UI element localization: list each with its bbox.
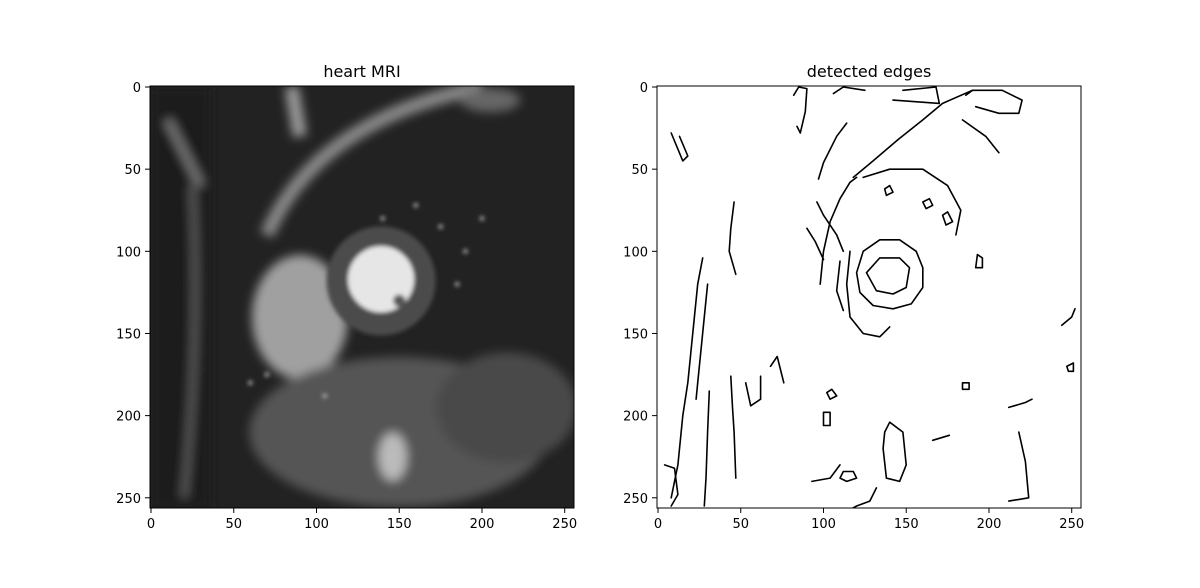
y-tick-label: 200 — [623, 410, 648, 425]
x-tick-label: 100 — [811, 517, 836, 532]
x-tick-label: 150 — [894, 517, 919, 532]
axes-detected-edges: detected edges 0 50 100 150 200 250 0 50 100 150… — [623, 62, 1084, 532]
mri-region — [292, 87, 300, 136]
x-tick-label: 100 — [304, 517, 329, 532]
mri-vessel — [323, 394, 327, 398]
x-tick-label: 0 — [654, 517, 662, 532]
mri-vessel — [248, 381, 252, 385]
mri-region — [460, 88, 520, 112]
x-tick-label: 150 — [387, 517, 412, 532]
mri-vessel — [455, 282, 459, 286]
mri-vessel — [414, 203, 418, 207]
x-tick-label: 50 — [225, 517, 242, 532]
mri-vessel — [480, 216, 484, 220]
mri-region — [437, 352, 577, 462]
y-tick-label: 250 — [623, 492, 648, 507]
title-heart-mri: heart MRI — [323, 62, 400, 81]
mri-vessel — [265, 372, 269, 376]
x-tick-label: 200 — [470, 517, 495, 532]
x-ticks-left: 0 50 100 150 200 250 — [147, 508, 577, 532]
mri-vessel — [380, 216, 384, 220]
axes-heart-mri: heart MRI 0 50 100 150 200 250 0 50 100 150 200 25… — [116, 62, 577, 532]
y-tick-label: 150 — [116, 327, 141, 342]
y-tick-label: 150 — [623, 327, 648, 342]
title-detected-edges: detected edges — [807, 62, 932, 81]
y-tick-label: 250 — [116, 492, 141, 507]
edges-image-background — [657, 86, 1081, 508]
y-tick-label: 0 — [640, 81, 648, 96]
y-tick-label: 100 — [116, 245, 141, 260]
x-tick-label: 0 — [147, 517, 155, 532]
y-tick-label: 100 — [623, 245, 648, 260]
x-tick-label: 250 — [1059, 517, 1084, 532]
mri-region — [379, 433, 407, 481]
y-tick-label: 200 — [116, 410, 141, 425]
y-tick-label: 50 — [631, 163, 648, 178]
mri-vessel — [438, 224, 442, 228]
x-tick-label: 250 — [552, 517, 577, 532]
y-tick-label: 0 — [133, 81, 141, 96]
y-tick-label: 50 — [124, 163, 141, 178]
x-tick-label: 50 — [732, 517, 749, 532]
mri-vessel — [463, 249, 467, 253]
x-ticks-right: 0 50 100 150 200 250 — [654, 508, 1084, 532]
mri-papillary — [393, 295, 405, 307]
y-ticks-right: 0 50 100 150 200 250 — [623, 81, 657, 507]
x-tick-label: 200 — [977, 517, 1002, 532]
y-ticks-left: 0 50 100 150 200 250 — [116, 81, 150, 507]
